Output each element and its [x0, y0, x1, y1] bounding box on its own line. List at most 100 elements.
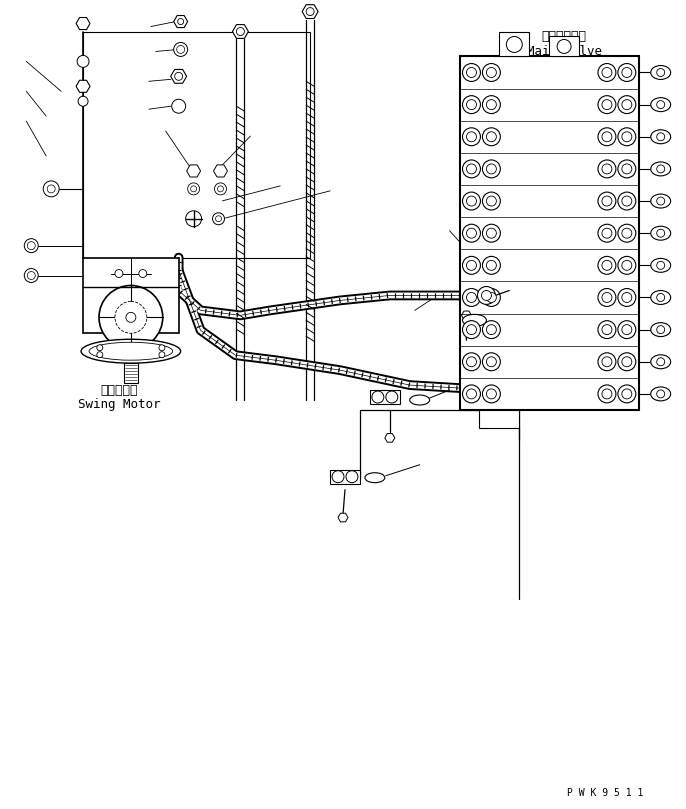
- Circle shape: [618, 128, 636, 146]
- Circle shape: [622, 67, 632, 78]
- Circle shape: [657, 197, 665, 205]
- Bar: [83, 257, 178, 333]
- Circle shape: [602, 196, 612, 206]
- Circle shape: [602, 228, 612, 238]
- Circle shape: [622, 196, 632, 206]
- Circle shape: [622, 293, 632, 303]
- Circle shape: [24, 239, 38, 252]
- Circle shape: [466, 67, 477, 78]
- Circle shape: [482, 160, 500, 178]
- Circle shape: [346, 471, 358, 483]
- Circle shape: [99, 286, 163, 349]
- Polygon shape: [174, 15, 188, 28]
- Circle shape: [618, 224, 636, 242]
- Circle shape: [657, 229, 665, 237]
- Circle shape: [602, 293, 612, 303]
- Text: Main Valve: Main Valve: [527, 45, 602, 58]
- Ellipse shape: [651, 98, 671, 112]
- Circle shape: [466, 260, 477, 270]
- Circle shape: [618, 385, 636, 403]
- Circle shape: [622, 324, 632, 335]
- Circle shape: [482, 289, 500, 307]
- Circle shape: [618, 289, 636, 307]
- Polygon shape: [76, 18, 90, 30]
- Circle shape: [486, 260, 497, 270]
- Text: P W K 9 5 1 1: P W K 9 5 1 1: [567, 789, 643, 798]
- Circle shape: [191, 186, 197, 192]
- Circle shape: [557, 40, 571, 53]
- Circle shape: [622, 100, 632, 109]
- Circle shape: [482, 128, 500, 146]
- Circle shape: [657, 390, 665, 398]
- Bar: [499, 32, 529, 57]
- Polygon shape: [213, 165, 228, 177]
- Circle shape: [622, 389, 632, 399]
- Circle shape: [598, 256, 616, 274]
- Circle shape: [482, 224, 500, 242]
- Circle shape: [306, 7, 314, 15]
- Circle shape: [486, 67, 497, 78]
- Circle shape: [24, 269, 38, 282]
- Ellipse shape: [462, 315, 486, 326]
- Circle shape: [598, 224, 616, 242]
- Circle shape: [462, 385, 480, 403]
- Circle shape: [466, 228, 477, 238]
- Circle shape: [657, 326, 665, 333]
- Ellipse shape: [365, 472, 385, 483]
- Circle shape: [486, 100, 497, 109]
- Circle shape: [477, 286, 495, 304]
- Circle shape: [657, 133, 665, 141]
- Text: メインバルブ: メインバルブ: [542, 30, 587, 43]
- Ellipse shape: [89, 342, 173, 360]
- Circle shape: [139, 269, 147, 277]
- Circle shape: [462, 128, 480, 146]
- Circle shape: [486, 357, 497, 366]
- Circle shape: [462, 95, 480, 113]
- Circle shape: [602, 132, 612, 142]
- Ellipse shape: [651, 194, 671, 208]
- Circle shape: [602, 324, 612, 335]
- Circle shape: [482, 64, 500, 82]
- Circle shape: [602, 260, 612, 270]
- Ellipse shape: [651, 290, 671, 304]
- Circle shape: [97, 345, 103, 351]
- Circle shape: [78, 96, 88, 106]
- Circle shape: [466, 132, 477, 142]
- Circle shape: [622, 260, 632, 270]
- Circle shape: [115, 269, 123, 277]
- Circle shape: [215, 183, 226, 195]
- Polygon shape: [76, 80, 90, 92]
- Circle shape: [598, 64, 616, 82]
- Circle shape: [622, 132, 632, 142]
- Circle shape: [598, 95, 616, 113]
- Circle shape: [177, 45, 185, 53]
- Circle shape: [598, 192, 616, 210]
- Circle shape: [622, 164, 632, 174]
- Circle shape: [602, 164, 612, 174]
- Circle shape: [598, 385, 616, 403]
- Circle shape: [618, 64, 636, 82]
- Circle shape: [602, 67, 612, 78]
- Circle shape: [462, 192, 480, 210]
- Circle shape: [462, 224, 480, 242]
- Circle shape: [598, 353, 616, 371]
- Circle shape: [657, 294, 665, 302]
- Circle shape: [657, 261, 665, 269]
- Circle shape: [466, 164, 477, 174]
- Circle shape: [506, 36, 522, 53]
- Circle shape: [622, 357, 632, 366]
- Circle shape: [126, 312, 136, 322]
- Circle shape: [482, 353, 500, 371]
- Circle shape: [462, 320, 480, 339]
- Ellipse shape: [651, 129, 671, 144]
- Circle shape: [618, 192, 636, 210]
- Circle shape: [43, 181, 59, 197]
- Circle shape: [486, 228, 497, 238]
- Ellipse shape: [81, 339, 180, 363]
- Circle shape: [213, 213, 224, 225]
- Polygon shape: [233, 24, 248, 38]
- Circle shape: [77, 56, 89, 67]
- Circle shape: [175, 72, 182, 80]
- Circle shape: [486, 324, 497, 335]
- Circle shape: [172, 100, 186, 113]
